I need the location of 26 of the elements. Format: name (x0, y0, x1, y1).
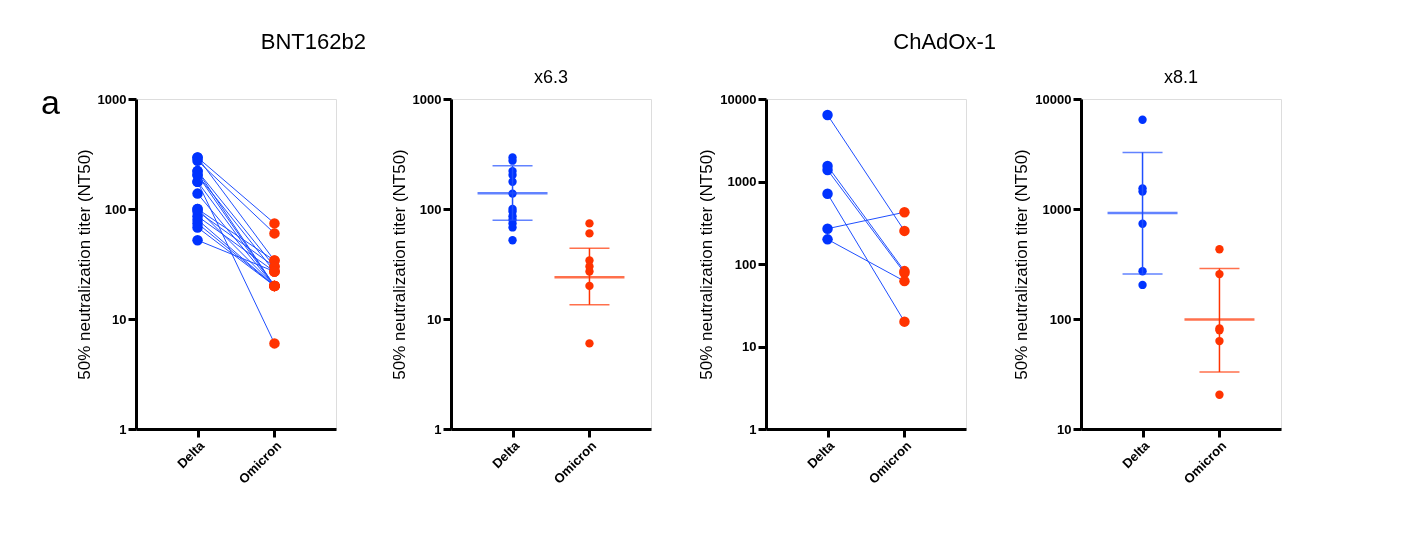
y-axis-title: 50% neutralization titer (NT50) (389, 149, 409, 380)
y-tick-label: 10 (112, 311, 127, 327)
y-tick-label: 10 (1057, 421, 1072, 437)
y-tick-label: 100 (419, 201, 442, 217)
y-tick-label: 10000 (720, 91, 757, 107)
chart-title: ChAdOx-1 (893, 29, 996, 54)
y-axis-title: 50% neutralization titer (NT50) (1012, 149, 1032, 380)
y-tick-label: 1000 (97, 91, 127, 107)
y-tick-label: 1 (119, 421, 127, 437)
y-tick-label: 1000 (412, 91, 442, 107)
y-tick-label: 1 (434, 421, 442, 437)
text: a (41, 83, 60, 121)
y-tick-label: 1 (749, 421, 757, 437)
y-axis-title: 50% neutralization titer (NT50) (74, 149, 94, 380)
text: x8.1 (1163, 67, 1199, 87)
y-axis-title: 50% neutralization titer (NT50) (697, 149, 717, 380)
chart-title: BNT162b2 (260, 29, 366, 54)
y-tick-label: 10000 (1035, 91, 1072, 107)
y-tick-label: 100 (734, 256, 757, 272)
y-tick-label: 100 (104, 201, 127, 217)
text: x6.3 (533, 67, 569, 87)
y-tick-label: 10 (427, 311, 442, 327)
y-tick-label: 100 (1049, 311, 1072, 327)
y-tick-label: 1000 (727, 174, 757, 189)
y-tick-label: 10 (742, 339, 757, 354)
y-tick-label: 1000 (1042, 201, 1072, 217)
